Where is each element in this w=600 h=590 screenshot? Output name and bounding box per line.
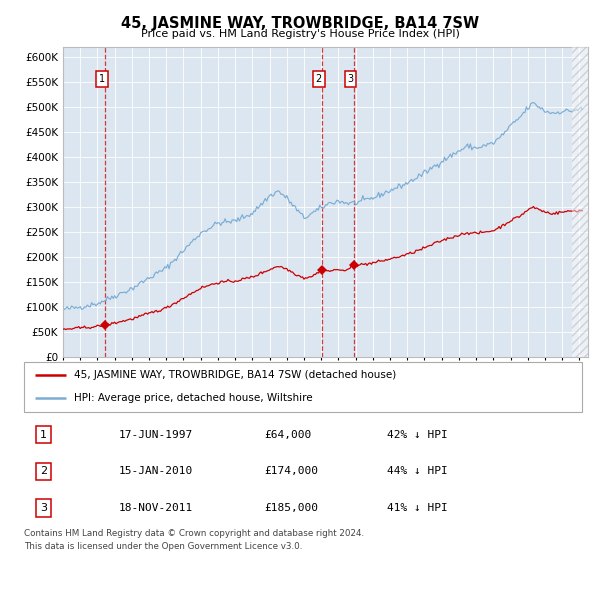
- Text: 2: 2: [316, 74, 322, 84]
- Text: 17-JUN-1997: 17-JUN-1997: [119, 430, 193, 440]
- Text: Price paid vs. HM Land Registry's House Price Index (HPI): Price paid vs. HM Land Registry's House …: [140, 29, 460, 39]
- Text: £185,000: £185,000: [264, 503, 318, 513]
- Text: 44% ↓ HPI: 44% ↓ HPI: [387, 467, 448, 476]
- Text: 3: 3: [40, 503, 47, 513]
- Text: £64,000: £64,000: [264, 430, 311, 440]
- Text: 1: 1: [99, 74, 106, 84]
- Text: Contains HM Land Registry data © Crown copyright and database right 2024.
This d: Contains HM Land Registry data © Crown c…: [24, 529, 364, 550]
- Text: 15-JAN-2010: 15-JAN-2010: [119, 467, 193, 476]
- Text: £174,000: £174,000: [264, 467, 318, 476]
- Text: 18-NOV-2011: 18-NOV-2011: [119, 503, 193, 513]
- Text: 1: 1: [40, 430, 47, 440]
- Text: 45, JASMINE WAY, TROWBRIDGE, BA14 7SW: 45, JASMINE WAY, TROWBRIDGE, BA14 7SW: [121, 16, 479, 31]
- Text: 3: 3: [347, 74, 353, 84]
- Text: 42% ↓ HPI: 42% ↓ HPI: [387, 430, 448, 440]
- Text: HPI: Average price, detached house, Wiltshire: HPI: Average price, detached house, Wilt…: [74, 394, 313, 404]
- Text: 2: 2: [40, 467, 47, 476]
- Polygon shape: [572, 47, 588, 357]
- Text: 41% ↓ HPI: 41% ↓ HPI: [387, 503, 448, 513]
- Text: 45, JASMINE WAY, TROWBRIDGE, BA14 7SW (detached house): 45, JASMINE WAY, TROWBRIDGE, BA14 7SW (d…: [74, 370, 397, 380]
- FancyBboxPatch shape: [24, 362, 582, 412]
